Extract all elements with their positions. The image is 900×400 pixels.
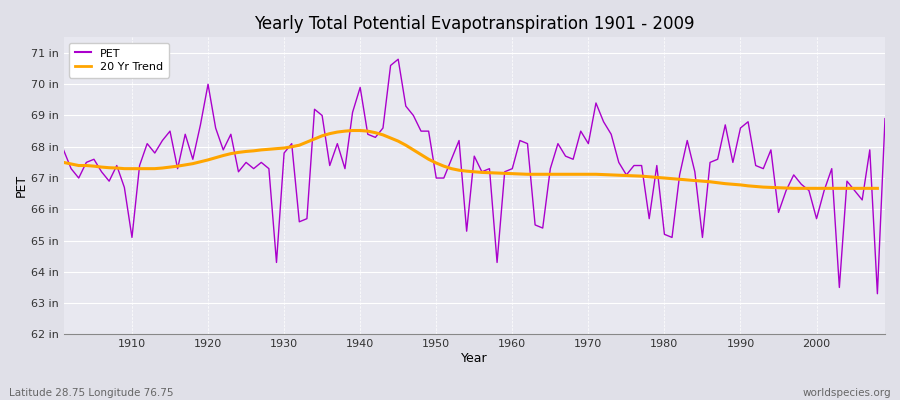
Text: Latitude 28.75 Longitude 76.75: Latitude 28.75 Longitude 76.75 [9,388,174,398]
Title: Yearly Total Potential Evapotranspiration 1901 - 2009: Yearly Total Potential Evapotranspiratio… [254,15,695,33]
Text: worldspecies.org: worldspecies.org [803,388,891,398]
X-axis label: Year: Year [461,352,488,365]
Legend: PET, 20 Yr Trend: PET, 20 Yr Trend [69,43,169,78]
Y-axis label: PET: PET [15,174,28,198]
